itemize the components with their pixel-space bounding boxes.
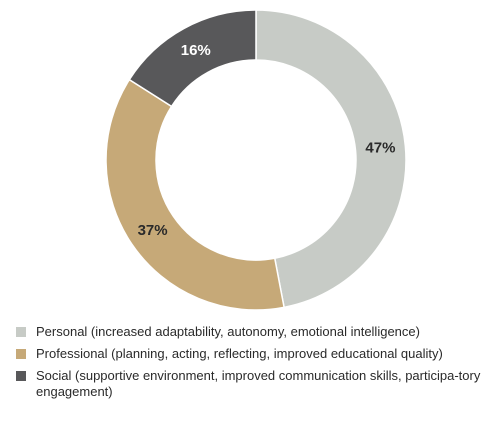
- legend-item-social: Social (supportive environment, improved…: [16, 368, 494, 400]
- legend-swatch-social: [16, 371, 26, 381]
- legend-item-personal: Personal (increased adaptability, autono…: [16, 324, 494, 340]
- legend-swatch-personal: [16, 327, 26, 337]
- chart-legend: Personal (increased adaptability, autono…: [16, 324, 494, 406]
- slice-label-professional: 37%: [138, 222, 168, 239]
- slice-label-personal: 47%: [365, 140, 395, 157]
- slice-label-social: 16%: [181, 42, 211, 59]
- legend-item-professional: Professional (planning, acting, reflecti…: [16, 346, 494, 362]
- donut-chart: 47% 37% 16%: [105, 9, 407, 311]
- legend-label-professional: Professional (planning, acting, reflecti…: [36, 346, 443, 361]
- donut-slice-professional: [105, 78, 285, 311]
- legend-label-personal: Personal (increased adaptability, autono…: [36, 324, 420, 339]
- donut-slice-social: [128, 9, 257, 108]
- legend-swatch-professional: [16, 349, 26, 359]
- donut-slice-personal: [255, 9, 407, 309]
- legend-label-social: Social (supportive environment, improved…: [36, 368, 481, 399]
